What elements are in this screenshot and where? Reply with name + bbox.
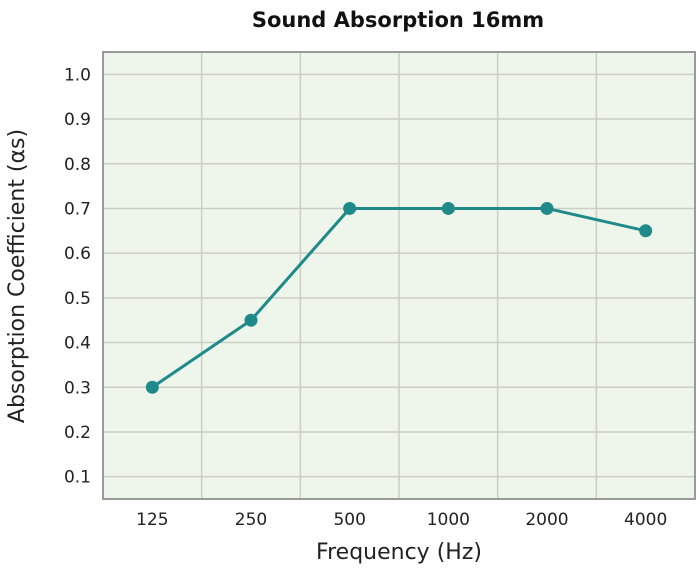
x-tick-label: 125 — [136, 510, 168, 530]
y-tick-label: 0.9 — [64, 110, 91, 130]
data-point — [343, 201, 357, 215]
x-tick-label: 4000 — [624, 510, 667, 530]
data-point — [244, 313, 258, 327]
chart-title: Sound Absorption 16mm — [252, 8, 544, 32]
data-point — [441, 201, 455, 215]
y-tick-label: 0.7 — [64, 199, 91, 219]
data-points — [145, 201, 653, 394]
data-point — [540, 201, 554, 215]
y-tick-label: 0.1 — [64, 468, 91, 488]
plot-frame — [102, 51, 696, 500]
x-tick-label: 1000 — [427, 510, 470, 530]
series-line — [151, 206, 646, 389]
y-tick-label: 0.4 — [64, 334, 91, 354]
data-point — [639, 224, 653, 238]
y-tick-label: 0.6 — [64, 244, 91, 264]
x-axis-label: Frequency (Hz) — [316, 540, 482, 565]
data-point — [145, 380, 159, 394]
y-tick-label: 0.2 — [64, 423, 91, 443]
x-tick-label: 2000 — [525, 510, 568, 530]
x-tick-label: 500 — [333, 510, 365, 530]
y-tick-label: 1.0 — [64, 65, 91, 85]
y-tick-label: 0.8 — [64, 155, 91, 175]
x-tick-labels: 125 250 500 1000 2000 4000 — [136, 510, 667, 530]
y-tick-labels: 0.1 0.2 0.3 0.4 0.5 0.6 0.7 0.8 0.9 1.0 — [64, 65, 91, 487]
x-tick-label: 250 — [235, 510, 267, 530]
grid-lines — [103, 52, 695, 499]
y-axis-label: Absorption Coefficient (αs) — [5, 129, 30, 423]
y-tick-label: 0.5 — [64, 289, 91, 309]
y-tick-label: 0.3 — [64, 378, 91, 398]
